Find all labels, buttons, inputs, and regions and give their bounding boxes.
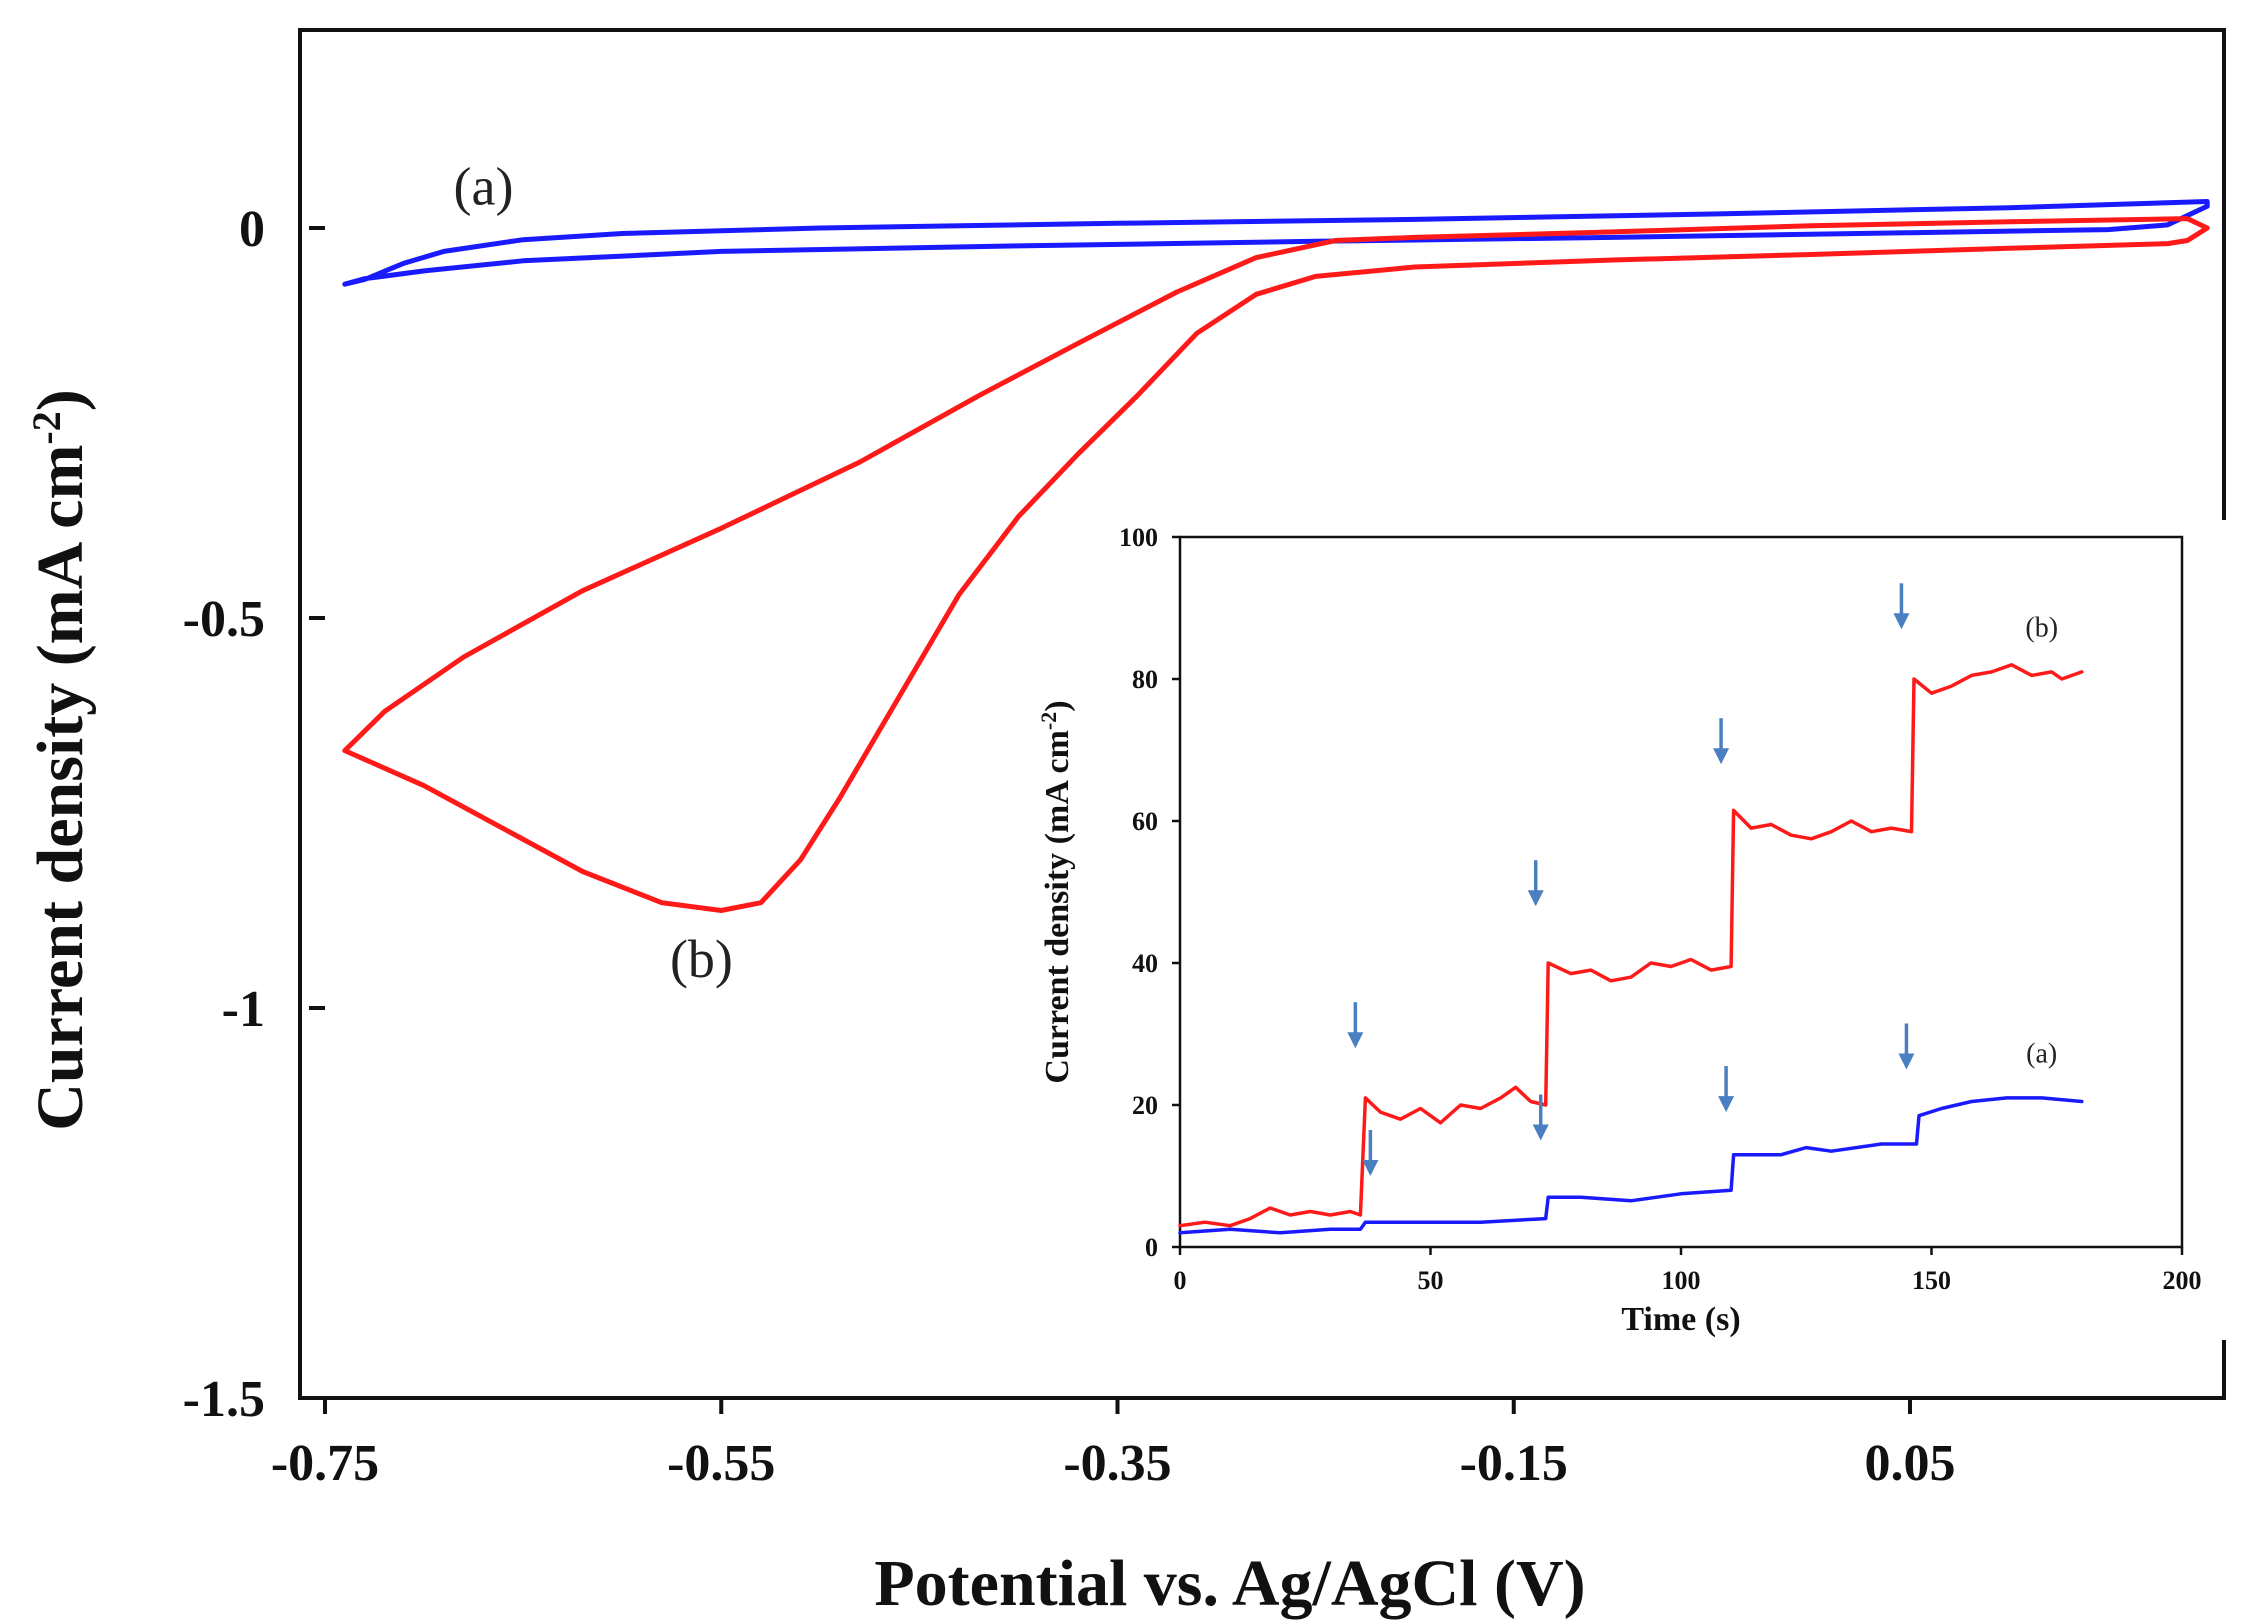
inset-arrow-top-2 <box>1713 718 1730 765</box>
main-y-tick-label: 0 <box>239 201 265 258</box>
inset-y-axis-label-text: Current density (mA cm <box>1039 730 1076 1084</box>
inset-x-tick-label: 50 <box>1418 1266 1444 1295</box>
main-x-tick-label: -0.15 <box>1460 1435 1568 1492</box>
inset-x-tick-label: 200 <box>2163 1266 2202 1295</box>
inset-x-ticks: 0 50 100 150 200 <box>1174 1247 2202 1295</box>
main-annotations: (a) (b) <box>454 157 733 989</box>
main-y-axis-label-sup: -2 <box>24 411 69 444</box>
inset-y-tick-label: 60 <box>1132 807 1158 836</box>
main-x-tick-label: -0.35 <box>1063 1435 1171 1492</box>
inset-series <box>1178 663 2084 1235</box>
main-series <box>342 199 2210 913</box>
inset-y-ticks: 0 20 40 60 80 100 <box>1119 523 1180 1262</box>
main-x-tick-label: -0.75 <box>271 1435 379 1492</box>
inset-x-tick-label: 100 <box>1662 1266 1701 1295</box>
inset-y-tick-label: 0 <box>1145 1233 1158 1262</box>
main-series-line-0 <box>342 199 2210 287</box>
inset-series-line-0 <box>1178 663 2084 1228</box>
main-x-tick-label: -0.55 <box>667 1435 775 1492</box>
inset-y-tick-label: 100 <box>1119 523 1158 552</box>
inset-arrow-top-1 <box>1527 860 1544 907</box>
main-x-ticks: -0.75 -0.55 -0.35 -0.15 0.05 <box>271 1398 1956 1492</box>
inset-x-axis-label: Time (s) <box>1621 1301 1740 1338</box>
inset-annotations: (b) (a) <box>2025 612 2058 1069</box>
inset-arrow-bottom-0 <box>1362 1130 1379 1176</box>
main-y-axis-label-close: ) <box>24 389 97 411</box>
inset-curve-label: (b) <box>2025 612 2058 643</box>
inset-x-tick-label: 0 <box>1174 1266 1187 1295</box>
inset-arrow-bottom-2 <box>1718 1066 1735 1113</box>
inset-y-axis-label: Current density (mA cm-2) <box>1036 700 1077 1083</box>
main-y-axis-label: Current density (mA cm-2) <box>24 389 98 1131</box>
main-y-tick-label: -1.5 <box>183 1371 265 1428</box>
inset-arrow-top-0 <box>1347 1002 1364 1049</box>
inset-series-line-1 <box>1178 1096 2084 1235</box>
inset-y-axis-label-close: ) <box>1039 700 1076 711</box>
main-y-tick-label: -0.5 <box>183 591 265 648</box>
main-x-axis-label: Potential vs. Ag/AgCl (V) <box>874 1547 1585 1620</box>
inset-arrow-bottom-3 <box>1898 1023 1915 1070</box>
inset-y-tick-label: 80 <box>1132 665 1158 694</box>
inset-arrow-top-3 <box>1893 583 1910 630</box>
inset-y-tick-label: 40 <box>1132 949 1158 978</box>
inset-curve-label: (a) <box>2026 1038 2057 1069</box>
inset-x-tick-label: 150 <box>1912 1266 1951 1295</box>
main-curve-label: (a) <box>454 157 514 217</box>
main-curve-label: (b) <box>670 929 733 989</box>
main-y-axis-label-text: Current density (mA cm <box>24 445 97 1131</box>
inset-arrow-bottom-1 <box>1532 1094 1549 1141</box>
main-x-tick-label: 0.05 <box>1865 1435 1956 1492</box>
inset-arrows <box>1347 583 1915 1176</box>
inset-chart: 0 50 100 150 200 0 20 40 60 80 100 (b) (a) Time (s… <box>1036 520 2230 1340</box>
main-y-ticks: 0 -0.5 -1 -1.5 <box>183 201 325 1428</box>
inset-plot-background <box>1090 520 2230 1340</box>
inset-y-tick-label: 20 <box>1132 1091 1158 1120</box>
main-chart: -0.75 -0.55 -0.35 -0.15 0.05 0 -0.5 -1 -1.5 (a)… <box>24 28 2226 1620</box>
main-y-tick-label: -1 <box>222 981 265 1038</box>
main-series-line-1 <box>342 216 2210 913</box>
inset-y-axis-label-sup: -2 <box>1036 712 1061 730</box>
